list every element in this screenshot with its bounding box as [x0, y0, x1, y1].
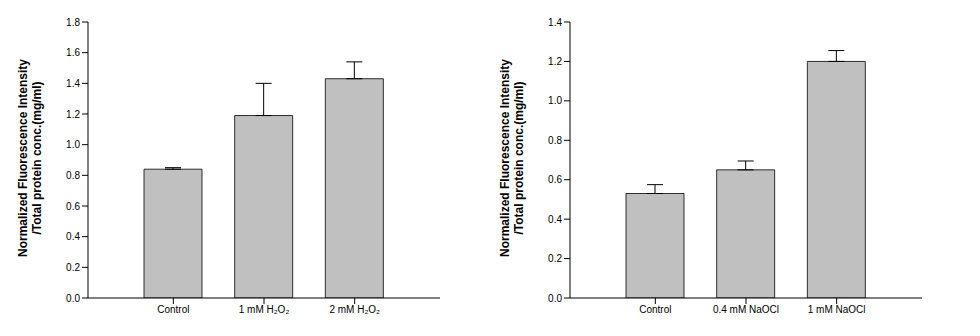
svg-text:1.8: 1.8	[66, 17, 80, 28]
svg-text:1.2: 1.2	[548, 56, 562, 67]
html-text:Normalized Fluorescence Intens: Normalized Fluorescence Intensity	[498, 59, 512, 257]
svg-text:2 mM H₂O₂: 2 mM H₂O₂	[329, 304, 380, 315]
svg-text:0.2: 0.2	[548, 253, 562, 264]
svg-text:1.0: 1.0	[548, 95, 562, 106]
svg-text:0.4: 0.4	[66, 231, 80, 242]
svg-text:1.4: 1.4	[548, 17, 562, 28]
svg-text:0.2: 0.2	[66, 262, 80, 273]
svg-text:1.6: 1.6	[66, 47, 80, 58]
svg-text:1.2: 1.2	[66, 109, 80, 120]
svg-text:1 mM H₂O₂: 1 mM H₂O₂	[239, 304, 290, 315]
html-text:/Total protein conc.(mg/ml): /Total protein conc.(mg/ml)	[30, 81, 44, 235]
svg-text:1.4: 1.4	[66, 78, 80, 89]
svg-text:0.4 mM NaOCl: 0.4 mM NaOCl	[713, 304, 779, 315]
html-text:Normalized Fluorescence Intens: Normalized Fluorescence Intensity	[16, 59, 30, 257]
svg-text:Control: Control	[639, 304, 671, 315]
svg-text:0.8: 0.8	[66, 170, 80, 181]
svg-text:0.8: 0.8	[548, 135, 562, 146]
svg-text:0.0: 0.0	[548, 293, 562, 304]
svg-text:0.0: 0.0	[66, 293, 80, 304]
svg-text:1 mM NaOCl: 1 mM NaOCl	[808, 304, 866, 315]
svg-text:0.4: 0.4	[548, 214, 562, 225]
svg-text:Control: Control	[157, 304, 189, 315]
html-text:/Total protein conc.(mg/ml): /Total protein conc.(mg/ml)	[512, 81, 526, 235]
svg-text:1.0: 1.0	[66, 139, 80, 150]
svg-text:0.6: 0.6	[548, 174, 562, 185]
svg-text:0.6: 0.6	[66, 201, 80, 212]
